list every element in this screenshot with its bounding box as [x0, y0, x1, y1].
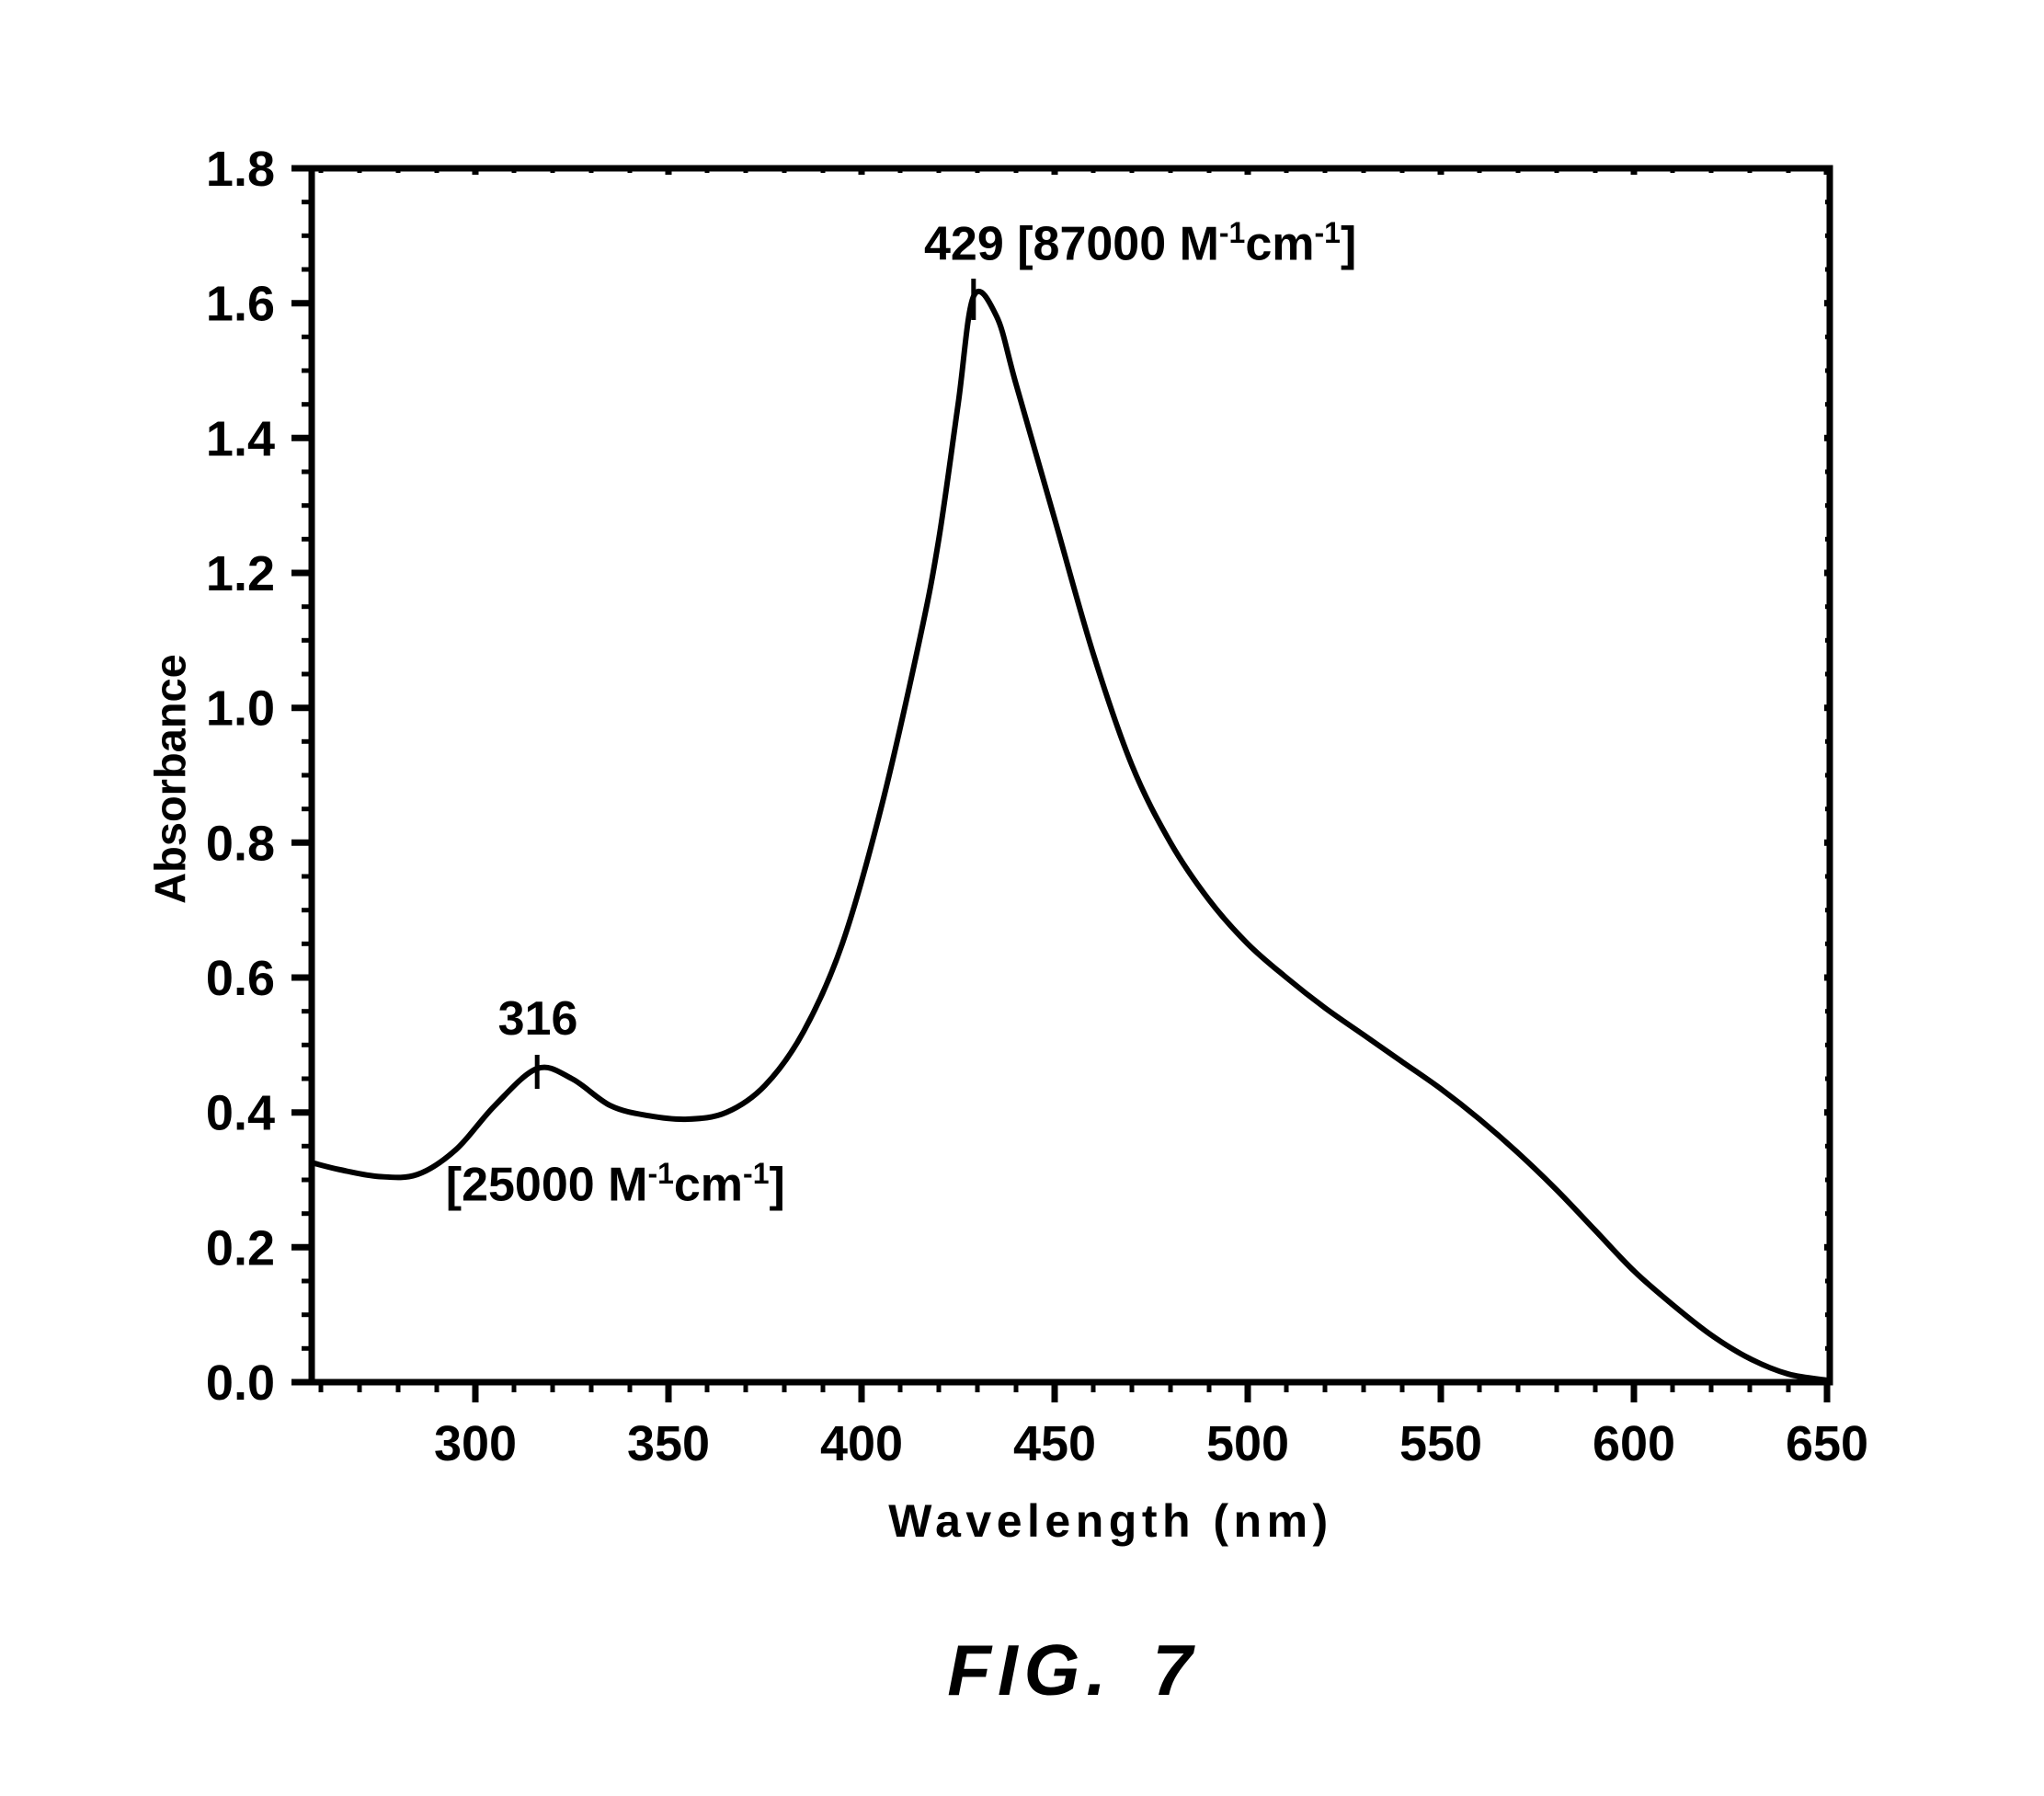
svg-text:1.2: 1.2	[206, 546, 275, 601]
svg-text:1.0: 1.0	[206, 681, 275, 737]
svg-text:0.6: 0.6	[206, 951, 275, 1006]
svg-text:400: 400	[820, 1416, 903, 1471]
svg-text:300: 300	[434, 1416, 517, 1471]
svg-text:550: 550	[1399, 1416, 1482, 1471]
svg-text:600: 600	[1593, 1416, 1675, 1471]
svg-text:0.2: 0.2	[206, 1220, 275, 1276]
svg-text:1.4: 1.4	[206, 411, 275, 466]
svg-text:1.6: 1.6	[206, 277, 275, 332]
svg-text:0.4: 0.4	[206, 1086, 275, 1141]
svg-text:500: 500	[1206, 1416, 1289, 1471]
svg-text:650: 650	[1786, 1416, 1868, 1471]
svg-text:450: 450	[1013, 1416, 1096, 1471]
svg-text:1.8: 1.8	[206, 142, 275, 197]
svg-text:0.8: 0.8	[206, 816, 275, 871]
svg-text:0.0: 0.0	[206, 1356, 275, 1411]
svg-text:350: 350	[627, 1416, 710, 1471]
